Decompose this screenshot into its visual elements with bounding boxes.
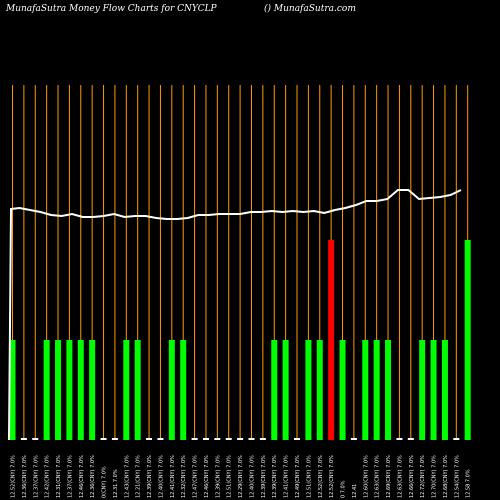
x-tick-label: 12.36(CNY) 7.0% xyxy=(22,455,28,498)
x-tick-label: 12.68(CNY) 7.0% xyxy=(443,455,449,498)
bar xyxy=(225,438,232,440)
bar xyxy=(66,340,73,440)
site-credit: () MunafaSutra.com xyxy=(264,4,356,14)
x-tick-label: 12.52(CNY) 7.0% xyxy=(329,455,335,498)
bar xyxy=(180,340,187,440)
bar xyxy=(77,340,84,440)
x-tick-label: 12.21(CNY) 7.0% xyxy=(136,455,142,498)
bar xyxy=(271,340,278,440)
x-tick-label: 12.46(CNY) 7.0% xyxy=(79,455,85,498)
bar xyxy=(123,340,130,440)
bar xyxy=(202,438,209,440)
x-tick-label: 12.31(CNY) 7.0% xyxy=(56,455,62,498)
x-tick-label: 12.29(CNY) 7.0% xyxy=(238,455,244,498)
flow-line xyxy=(8,189,462,441)
x-tick-label: 12.52(CNY) 7.0% xyxy=(11,455,17,498)
x-tick-label: 12.39(CNY) 7.0% xyxy=(261,455,267,498)
bar xyxy=(43,340,50,440)
bar xyxy=(350,438,357,440)
x-tick-label: 12.41(CNY) 7.0% xyxy=(170,455,176,498)
x-tick-label: 12.54(CNY) 7.0% xyxy=(454,455,460,498)
x-tick-label: 12.36(CNY) 7.0% xyxy=(90,455,96,498)
x-tick-label: 12.39(CNY) 7.0% xyxy=(272,455,278,498)
bar xyxy=(294,438,300,440)
x-tick-label: 12.51(CNY) 7.0% xyxy=(227,455,233,498)
x-tick-label: 12.41 xyxy=(352,484,358,498)
x-tick-label: 12.58 7.0% xyxy=(466,469,472,498)
bar xyxy=(453,438,460,440)
x-tick-label: 0(CNY) 7.0% xyxy=(102,466,108,498)
bar xyxy=(157,438,164,440)
bar xyxy=(419,340,426,440)
bar xyxy=(328,240,335,440)
x-tick-label: 12.63(CNY) 7.0% xyxy=(375,455,381,498)
bar xyxy=(430,340,437,440)
bar xyxy=(396,438,403,440)
x-tick-label: 12.46(CNY) 7.0% xyxy=(204,455,210,498)
bar xyxy=(146,438,153,440)
bar xyxy=(407,438,414,440)
x-tick-label: 12.70(CNY) 7.0% xyxy=(432,455,438,498)
bar xyxy=(259,438,266,440)
x-tick-label: 12.47(CNY) 7.0% xyxy=(193,455,199,498)
bar xyxy=(9,340,16,440)
chart-title: MunafaSutra Money Flow Charts for CNYCLP xyxy=(6,4,217,14)
bar xyxy=(55,340,62,440)
bar xyxy=(100,438,107,440)
bar xyxy=(32,438,39,440)
x-tick-label: 12.40(CNY) 7.0% xyxy=(158,455,164,498)
x-tick-label: 0 7.0% xyxy=(341,480,347,498)
bar xyxy=(237,438,244,440)
x-tick-label: 12.51(CNY) 7.0% xyxy=(306,455,312,498)
bar xyxy=(168,340,175,440)
x-tick-label: 12.37(CNY) 7.0% xyxy=(67,455,73,498)
x-tick-label: 12.39(CNY) 7.0% xyxy=(215,455,221,498)
bar xyxy=(111,438,118,440)
bar xyxy=(248,438,255,440)
bar xyxy=(214,438,221,440)
x-tick-label: 12.42(CNY) 7.0% xyxy=(45,455,51,498)
bar xyxy=(362,340,369,440)
bar xyxy=(464,240,471,440)
x-tick-label: 12.49(CNY) 7.0% xyxy=(295,455,301,498)
x-tick-label: 12.32(CNY) 7.0% xyxy=(181,455,187,498)
bar xyxy=(134,340,141,440)
x-tick-label: 12.63(CNY) 7.0% xyxy=(397,455,403,498)
bar xyxy=(339,340,346,440)
x-tick-label: 12.41(CNY) 7.0% xyxy=(284,455,290,498)
bar xyxy=(373,340,380,440)
bar xyxy=(282,340,289,440)
x-tick-label: 12.39(CNY) 7.0% xyxy=(147,455,153,498)
x-tick-label: 12.69(CNY) 7.0% xyxy=(386,455,392,498)
x-tick-label: 12.31 7.0% xyxy=(113,469,119,498)
x-tick-label: 12.66(CNY) 7.0% xyxy=(409,455,415,498)
bar xyxy=(316,340,323,440)
x-tick-label: 12.72(CNY) 7.0% xyxy=(420,455,426,498)
bar xyxy=(385,340,392,440)
bar xyxy=(305,340,312,440)
x-tick-label: 12.40(CNY) 7.0% xyxy=(249,455,255,498)
bar xyxy=(20,438,27,440)
x-tick-label: 12.37(CNY) 7.0% xyxy=(33,455,39,498)
bar xyxy=(89,340,96,440)
x-tick-label: 12.43(CNY) 7.0% xyxy=(124,455,130,498)
x-tick-label: 12.52(CNY) 7.0% xyxy=(318,455,324,498)
bar xyxy=(441,340,448,440)
x-tick-label: 12.60(CNY) 7.0% xyxy=(363,455,369,498)
bar xyxy=(191,438,198,440)
